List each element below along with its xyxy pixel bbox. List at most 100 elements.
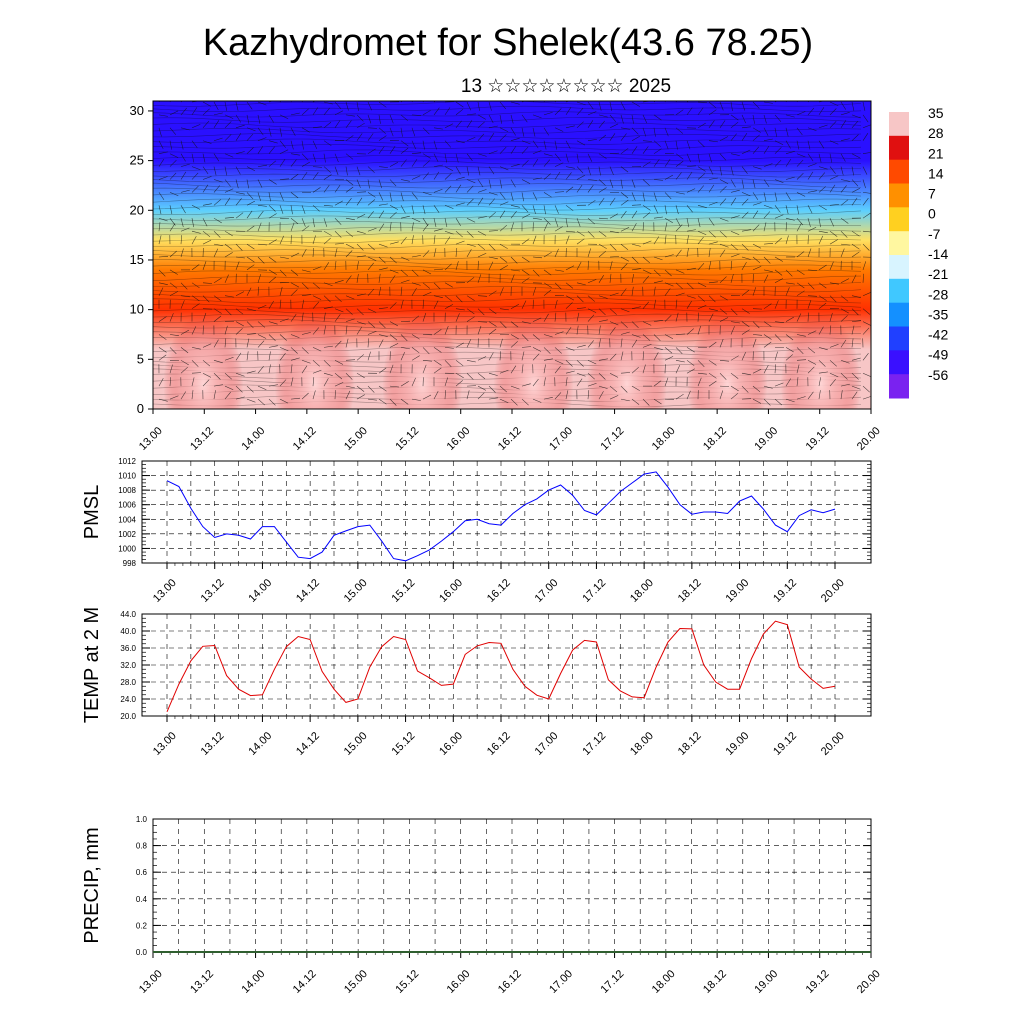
panel-frame bbox=[142, 461, 871, 563]
colorbar-segment bbox=[889, 201, 909, 208]
colorbar-label: -35 bbox=[928, 306, 948, 322]
x-tick-label: 20.00 bbox=[819, 577, 847, 605]
y-tick-label: 1002 bbox=[118, 530, 136, 539]
y-tick-label: 0 bbox=[137, 401, 144, 416]
x-tick-label: 15.12 bbox=[393, 425, 421, 453]
colorbar-segment bbox=[889, 225, 909, 232]
x-tick-label: 14.00 bbox=[239, 968, 267, 996]
x-tick-label: 18.12 bbox=[676, 577, 704, 605]
y-tick-label: 1004 bbox=[118, 515, 136, 524]
colorbar-segment bbox=[889, 124, 909, 130]
x-tick-label: 17.12 bbox=[598, 968, 626, 996]
x-tick-label: 20.00 bbox=[819, 730, 847, 758]
y-tick-label: 20 bbox=[130, 202, 144, 217]
x-tick-label: 16.12 bbox=[485, 577, 513, 605]
x-tick-label: 14.12 bbox=[291, 425, 319, 453]
colorbar-label: 0 bbox=[928, 206, 936, 222]
colorbar-segment bbox=[889, 190, 909, 197]
x-tick-label: 13.12 bbox=[188, 425, 216, 453]
colorbar-segment bbox=[889, 374, 909, 381]
y-tick-label: 44.0 bbox=[120, 610, 136, 619]
colorbar-label: 14 bbox=[928, 165, 944, 181]
colorbar-label: 28 bbox=[928, 125, 944, 141]
colorbar-segment bbox=[889, 368, 909, 375]
y-tick-label: 30 bbox=[130, 103, 144, 118]
colorbar-label: -14 bbox=[928, 246, 948, 262]
x-tick-label: 13.00 bbox=[137, 425, 165, 453]
colorbar-segment bbox=[889, 285, 909, 292]
chart-subtitle: 13 ☆☆☆☆☆☆☆☆ 2025 bbox=[461, 76, 671, 97]
x-tick-label: 19.00 bbox=[723, 730, 751, 758]
colorbar-segment bbox=[889, 386, 909, 393]
y-tick-label: 25 bbox=[130, 153, 144, 168]
y-tick-label: 0.6 bbox=[136, 868, 148, 877]
colorbar-segment bbox=[889, 392, 909, 399]
y-tick-label: 28.0 bbox=[120, 678, 136, 687]
x-tick-label: 17.12 bbox=[580, 730, 608, 758]
y-tick-label: 36.0 bbox=[120, 644, 136, 653]
x-tick-label: 16.12 bbox=[496, 968, 524, 996]
y-tick-label: 10 bbox=[130, 302, 144, 317]
x-tick-label: 20.00 bbox=[855, 968, 883, 996]
x-tick-label: 19.12 bbox=[804, 968, 832, 996]
x-tick-label: 16.00 bbox=[445, 968, 473, 996]
colorbar-segment bbox=[889, 184, 909, 191]
x-tick-label: 14.12 bbox=[294, 730, 322, 758]
x-tick-label: 18.00 bbox=[628, 730, 656, 758]
y-tick-label: 1000 bbox=[118, 544, 136, 553]
surface-heat-blob bbox=[587, 314, 667, 454]
colorbar-segment bbox=[889, 273, 909, 280]
x-tick-label: 16.12 bbox=[496, 425, 524, 453]
x-tick-label: 14.00 bbox=[239, 425, 267, 453]
colorbar-segment bbox=[889, 160, 909, 167]
colorbar-segment bbox=[889, 338, 909, 345]
colorbar-segment bbox=[889, 297, 909, 304]
x-tick-label: 13.12 bbox=[188, 968, 216, 996]
x-tick-label: 14.00 bbox=[246, 577, 274, 605]
x-tick-label: 15.12 bbox=[389, 730, 417, 758]
y-tick-label: 0.8 bbox=[136, 842, 148, 851]
y-tick-label: 1010 bbox=[118, 472, 136, 481]
colorbar-label: 21 bbox=[928, 145, 944, 161]
colorbar-segment bbox=[889, 172, 909, 179]
x-tick-label: 18.12 bbox=[676, 730, 704, 758]
colorbar-segment bbox=[889, 255, 909, 262]
y-tick-label: 1006 bbox=[118, 501, 136, 510]
colorbar-segment bbox=[889, 154, 909, 161]
x-tick-label: 15.00 bbox=[342, 425, 370, 453]
colorbar-segment bbox=[889, 243, 909, 250]
colorbar-segment bbox=[889, 237, 909, 244]
x-tick-label: 16.00 bbox=[437, 730, 465, 758]
x-tick-label: 19.00 bbox=[752, 968, 780, 996]
x-tick-label: 15.12 bbox=[389, 577, 417, 605]
colorbar-label: 7 bbox=[928, 186, 936, 202]
colorbar-segment bbox=[889, 231, 909, 238]
colorbar-segment bbox=[889, 303, 909, 310]
colorbar-segment bbox=[889, 344, 909, 351]
x-tick-label: 17.00 bbox=[547, 425, 575, 453]
x-tick-label: 18.12 bbox=[701, 425, 729, 453]
y-tick-label: 40.0 bbox=[120, 627, 136, 636]
colorbar-segment bbox=[889, 380, 909, 387]
x-tick-label: 20.00 bbox=[855, 425, 883, 453]
colorbar-segment bbox=[889, 279, 909, 286]
colorbar-label: -56 bbox=[928, 367, 948, 383]
x-tick-label: 19.00 bbox=[752, 425, 780, 453]
colorbar-segment bbox=[889, 195, 909, 202]
x-tick-label: 16.00 bbox=[437, 577, 465, 605]
y-tick-label: 5 bbox=[137, 351, 144, 366]
colorbar-label: -49 bbox=[928, 347, 948, 363]
colorbar-segment bbox=[889, 321, 909, 328]
x-tick-label: 19.00 bbox=[723, 577, 751, 605]
y-tick-label: 0.2 bbox=[136, 921, 148, 930]
y-tick-label: 32.0 bbox=[120, 661, 136, 670]
colorbar-segment bbox=[889, 136, 909, 143]
colorbar-segment bbox=[889, 213, 909, 220]
colorbar-label: 35 bbox=[928, 105, 944, 121]
